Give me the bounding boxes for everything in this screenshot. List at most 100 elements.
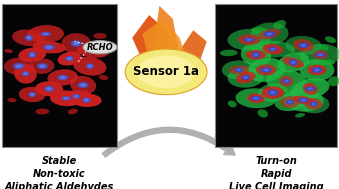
Ellipse shape — [310, 101, 317, 106]
Ellipse shape — [84, 99, 89, 102]
Ellipse shape — [228, 67, 264, 88]
Ellipse shape — [245, 50, 266, 60]
Ellipse shape — [319, 60, 335, 65]
Ellipse shape — [316, 53, 325, 57]
Ellipse shape — [12, 29, 45, 46]
Ellipse shape — [312, 103, 316, 105]
Ellipse shape — [287, 101, 292, 103]
Ellipse shape — [39, 64, 45, 68]
Ellipse shape — [22, 71, 29, 76]
Ellipse shape — [261, 86, 284, 99]
Ellipse shape — [46, 46, 52, 49]
Text: RCHO: RCHO — [87, 43, 113, 52]
Ellipse shape — [280, 96, 300, 108]
Ellipse shape — [273, 20, 286, 29]
Ellipse shape — [312, 67, 322, 73]
Ellipse shape — [74, 95, 79, 98]
Ellipse shape — [73, 42, 79, 45]
Ellipse shape — [60, 90, 93, 102]
Ellipse shape — [244, 37, 254, 42]
Ellipse shape — [298, 95, 330, 113]
Ellipse shape — [260, 67, 272, 73]
Ellipse shape — [283, 79, 290, 84]
Ellipse shape — [258, 109, 268, 118]
Ellipse shape — [47, 69, 78, 86]
Ellipse shape — [71, 40, 82, 47]
Ellipse shape — [92, 41, 102, 46]
Text: Aliphatic Aldehydes: Aliphatic Aldehydes — [5, 182, 114, 189]
Ellipse shape — [36, 108, 49, 115]
Ellipse shape — [264, 31, 275, 37]
Ellipse shape — [50, 90, 82, 106]
Polygon shape — [153, 6, 180, 57]
Ellipse shape — [70, 76, 96, 94]
Ellipse shape — [35, 81, 63, 96]
Text: Rapid: Rapid — [261, 169, 292, 179]
Ellipse shape — [93, 33, 107, 39]
Ellipse shape — [266, 70, 307, 93]
Ellipse shape — [72, 94, 80, 99]
Polygon shape — [173, 30, 207, 60]
Ellipse shape — [73, 57, 106, 76]
Ellipse shape — [83, 41, 117, 54]
Ellipse shape — [298, 43, 308, 48]
Ellipse shape — [25, 35, 33, 41]
Ellipse shape — [286, 100, 294, 104]
Ellipse shape — [303, 83, 318, 95]
Ellipse shape — [318, 54, 323, 56]
Ellipse shape — [30, 53, 34, 57]
Ellipse shape — [285, 36, 322, 55]
Ellipse shape — [61, 96, 71, 100]
Ellipse shape — [33, 41, 66, 53]
Ellipse shape — [300, 44, 339, 66]
Ellipse shape — [305, 87, 315, 91]
Ellipse shape — [18, 48, 46, 62]
Ellipse shape — [268, 47, 277, 51]
Ellipse shape — [60, 76, 66, 79]
Ellipse shape — [13, 63, 24, 69]
Ellipse shape — [65, 56, 74, 61]
Ellipse shape — [291, 61, 296, 64]
Ellipse shape — [247, 94, 265, 103]
Ellipse shape — [251, 27, 267, 33]
Ellipse shape — [247, 58, 285, 82]
FancyArrowPatch shape — [102, 127, 235, 157]
Ellipse shape — [300, 59, 334, 81]
Ellipse shape — [291, 78, 330, 99]
Ellipse shape — [304, 98, 323, 110]
Ellipse shape — [293, 96, 314, 105]
Ellipse shape — [43, 44, 55, 50]
Ellipse shape — [222, 60, 256, 79]
Ellipse shape — [27, 25, 64, 43]
Bar — [2, 4, 117, 147]
Ellipse shape — [78, 82, 88, 88]
Ellipse shape — [282, 57, 304, 68]
Text: Stable: Stable — [42, 156, 77, 166]
Ellipse shape — [251, 96, 261, 101]
Ellipse shape — [256, 64, 276, 75]
Ellipse shape — [251, 22, 288, 46]
Polygon shape — [142, 19, 186, 59]
Ellipse shape — [275, 93, 305, 111]
Ellipse shape — [258, 83, 288, 102]
Ellipse shape — [58, 52, 81, 66]
Ellipse shape — [284, 80, 288, 83]
Ellipse shape — [263, 68, 269, 71]
Ellipse shape — [63, 97, 69, 99]
Ellipse shape — [314, 68, 320, 72]
Ellipse shape — [30, 93, 34, 96]
Ellipse shape — [263, 44, 283, 54]
Ellipse shape — [46, 87, 52, 91]
Ellipse shape — [4, 49, 13, 53]
Ellipse shape — [228, 101, 237, 107]
Ellipse shape — [99, 75, 108, 80]
Ellipse shape — [16, 64, 22, 68]
Ellipse shape — [62, 33, 91, 54]
Ellipse shape — [241, 75, 250, 80]
Ellipse shape — [37, 63, 48, 69]
Ellipse shape — [307, 88, 313, 90]
Ellipse shape — [44, 86, 54, 92]
Ellipse shape — [57, 75, 68, 80]
Ellipse shape — [251, 41, 295, 57]
Text: Non-toxic: Non-toxic — [33, 169, 86, 179]
